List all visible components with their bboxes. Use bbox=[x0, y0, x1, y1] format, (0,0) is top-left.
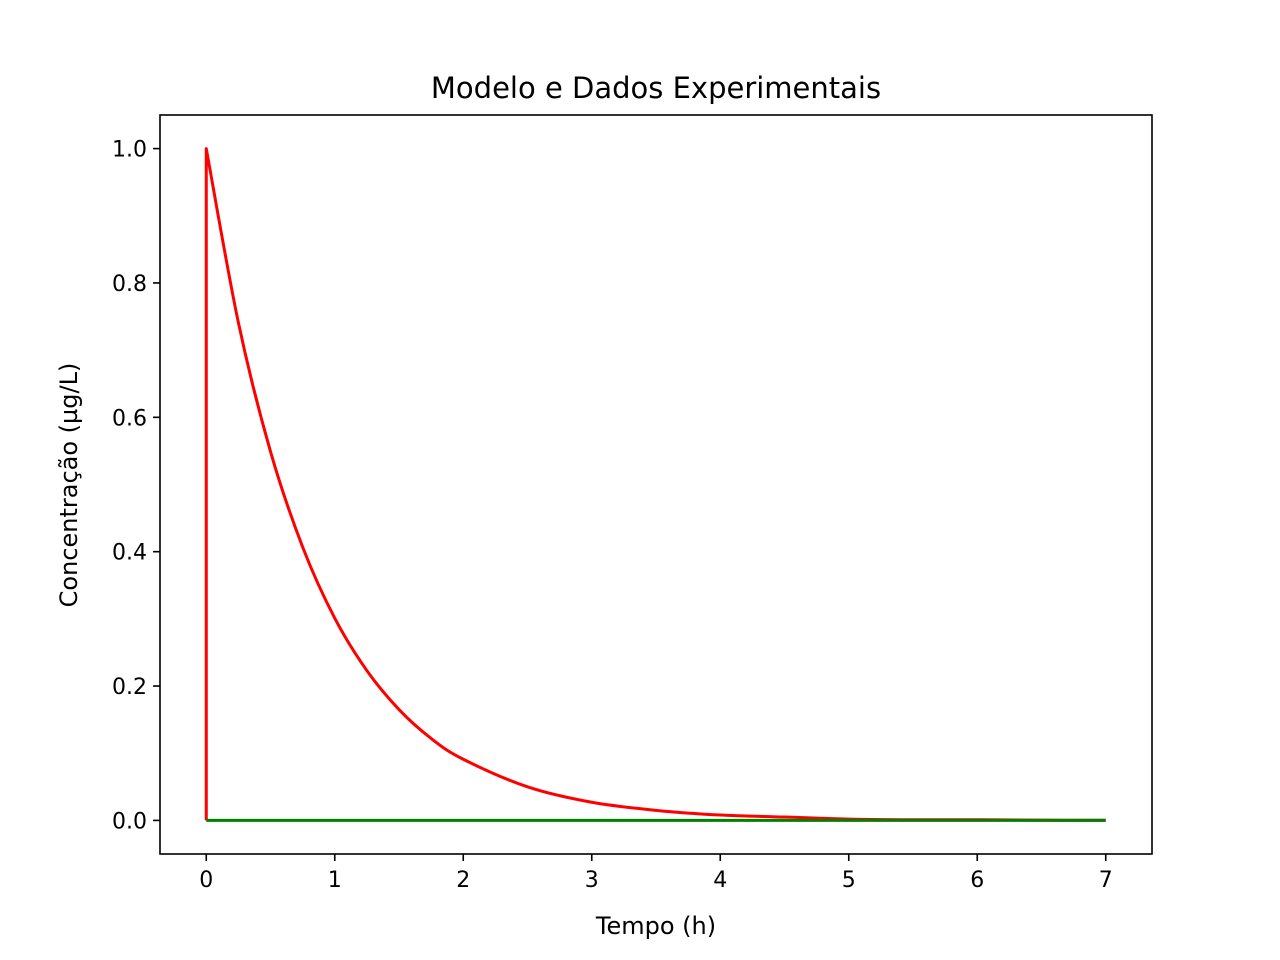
y-axis-label: Concentração (µg/L) bbox=[55, 363, 83, 608]
x-axis: 0 1 2 3 4 5 6 7 bbox=[199, 854, 1113, 893]
series-layer bbox=[204, 147, 1106, 822]
x-tick-label: 3 bbox=[585, 868, 599, 893]
y-tick-label: 0.2 bbox=[112, 675, 147, 700]
x-tick-label: 4 bbox=[713, 868, 727, 893]
x-tick-label: 0 bbox=[199, 868, 213, 893]
y-tick-label: 1.0 bbox=[112, 138, 147, 163]
y-axis: 0.0 0.2 0.4 0.6 0.8 1.0 bbox=[112, 138, 160, 834]
y-tick-label: 0.4 bbox=[112, 541, 147, 566]
y-tick-label: 0.8 bbox=[112, 272, 147, 297]
chart-title: Modelo e Dados Experimentais bbox=[431, 71, 881, 105]
x-tick-label: 5 bbox=[842, 868, 856, 893]
x-tick-label: 2 bbox=[456, 868, 470, 893]
x-tick-label: 1 bbox=[328, 868, 342, 893]
x-tick-label: 7 bbox=[1099, 868, 1113, 893]
y-tick-label: 0.6 bbox=[112, 406, 147, 431]
x-axis-label: Tempo (h) bbox=[595, 912, 716, 940]
plot-frame bbox=[159, 114, 1153, 855]
x-tick-label: 6 bbox=[970, 868, 984, 893]
y-tick-label: 0.0 bbox=[112, 809, 147, 834]
